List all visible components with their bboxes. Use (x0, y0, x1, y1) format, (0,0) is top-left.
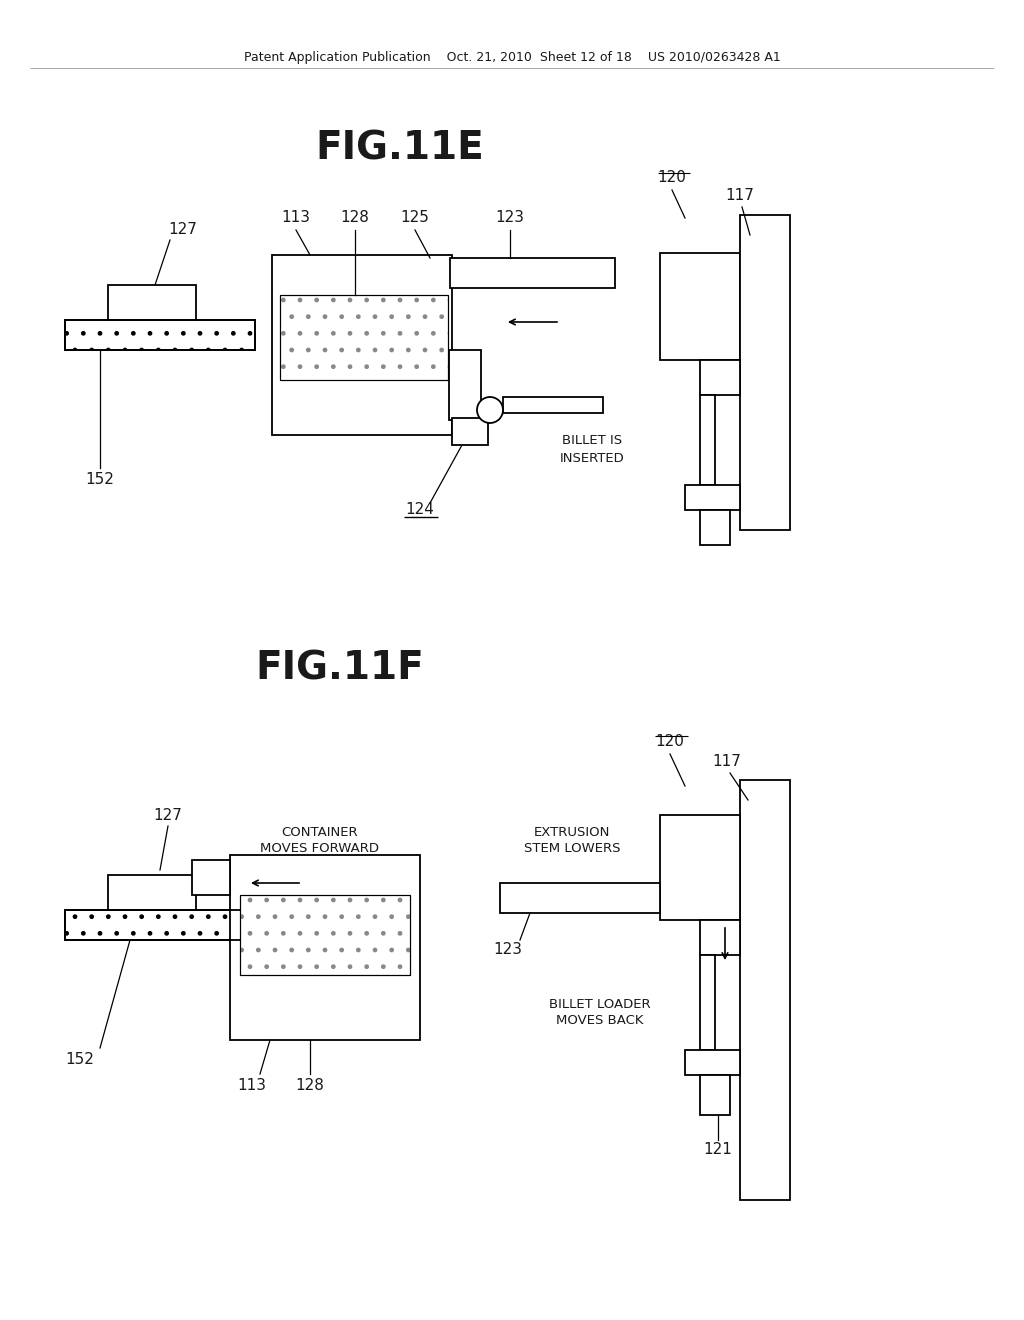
Bar (700, 510, 730, 545)
Bar (685, 1049, 740, 1074)
Bar (700, 954, 715, 1049)
Bar (280, 294, 449, 380)
Text: Patent Application Publication    Oct. 21, 2010  Sheet 12 of 18    US 2010/02634: Patent Application Publication Oct. 21, … (244, 50, 780, 63)
Text: 113: 113 (238, 1077, 266, 1093)
Bar (65, 909, 300, 940)
Text: 125: 125 (400, 210, 429, 226)
Text: BILLET IS: BILLET IS (562, 433, 622, 446)
Text: EXTRUSION: EXTRUSION (534, 825, 610, 838)
Bar (108, 285, 196, 319)
Text: STEM LOWERS: STEM LOWERS (523, 842, 621, 854)
Text: 117: 117 (726, 189, 755, 203)
Text: 124: 124 (406, 503, 434, 517)
Bar (240, 895, 410, 975)
Bar (700, 360, 740, 395)
Text: 117: 117 (713, 755, 741, 770)
Text: MOVES FORWARD: MOVES FORWARD (260, 842, 380, 854)
Text: BILLET LOADER: BILLET LOADER (549, 998, 651, 1011)
Bar (660, 253, 740, 360)
Bar (272, 255, 452, 436)
Text: 121: 121 (703, 1143, 732, 1158)
Bar (503, 397, 603, 413)
Bar (240, 895, 410, 975)
Bar (452, 418, 488, 445)
Text: 123: 123 (496, 210, 524, 226)
Text: FIG.11F: FIG.11F (256, 649, 424, 686)
Text: 152: 152 (66, 1052, 94, 1068)
Text: INSERTED: INSERTED (560, 451, 625, 465)
Bar (65, 319, 255, 350)
Bar (700, 395, 715, 484)
Text: 113: 113 (282, 210, 310, 226)
Text: 123: 123 (494, 942, 522, 957)
Text: 152: 152 (86, 473, 115, 487)
Circle shape (477, 397, 503, 422)
Bar (65, 909, 300, 940)
Text: 127: 127 (154, 808, 182, 822)
Bar (685, 484, 740, 510)
Bar (65, 319, 255, 350)
Text: 128: 128 (341, 210, 370, 226)
Text: 120: 120 (655, 734, 684, 750)
Bar (700, 920, 740, 954)
Text: 128: 128 (296, 1077, 325, 1093)
Bar (230, 855, 420, 1040)
Bar (450, 257, 615, 288)
Bar (108, 875, 196, 909)
Text: 120: 120 (657, 170, 686, 186)
Bar (193, 861, 230, 895)
Text: MOVES BACK: MOVES BACK (556, 1015, 644, 1027)
Text: CONTAINER: CONTAINER (282, 825, 358, 838)
Text: FIG.11E: FIG.11E (315, 129, 484, 168)
Bar (240, 895, 410, 975)
Bar (700, 1074, 730, 1115)
Bar (740, 780, 790, 1200)
Bar (500, 883, 660, 913)
Bar (740, 215, 790, 531)
Text: 127: 127 (169, 223, 198, 238)
Bar (449, 350, 481, 420)
Bar (280, 294, 449, 380)
Bar (280, 294, 449, 380)
Bar (660, 814, 740, 920)
